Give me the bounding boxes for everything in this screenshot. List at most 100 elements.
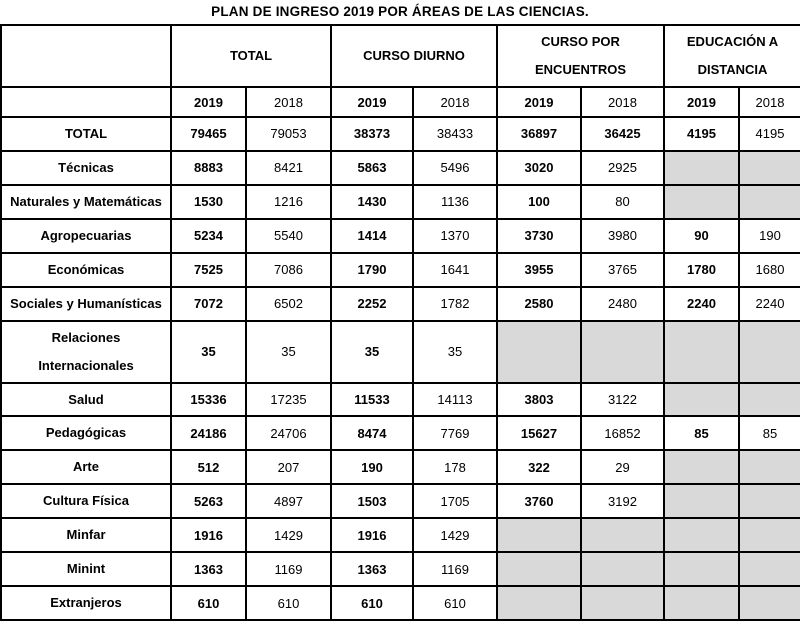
row-label: Arte (0, 449, 172, 486)
data-cell: 17235 (245, 381, 332, 418)
row-label: Naturales y Matemáticas (0, 183, 172, 220)
data-cell: 35 (330, 319, 414, 384)
data-cell: 1429 (412, 517, 498, 554)
empty-shaded-cell (738, 449, 800, 486)
row-label: Pedagógicas (0, 415, 172, 452)
data-cell: 2252 (330, 285, 414, 322)
year-header: 2018 (412, 86, 498, 118)
empty-shaded-cell (738, 149, 800, 186)
data-cell: 2240 (663, 285, 741, 322)
data-cell: 7072 (170, 285, 247, 322)
table-row: Minfar 1916 1429 1916 1429 (0, 517, 800, 554)
table-row: Pedagógicas 24186 24706 8474 7769 15627 16852 8… (0, 415, 800, 452)
data-cell: 38433 (412, 116, 498, 152)
data-cell: 1363 (330, 551, 414, 588)
data-cell: 8474 (330, 415, 414, 452)
data-cell: 36897 (496, 116, 582, 152)
data-cell: 1363 (170, 551, 247, 588)
data-cell: 36425 (579, 116, 666, 152)
data-cell: 1136 (412, 183, 498, 220)
data-cell: 610 (412, 585, 498, 622)
col-group-educacion-a-distancia: EDUCACIÓN A DISTANCIA (663, 24, 800, 88)
data-cell: 1430 (330, 183, 414, 220)
table-row: Cultura Física 5263 4897 1503 1705 3760 3192 (0, 483, 800, 520)
data-cell: 7525 (170, 251, 247, 288)
data-cell: 1680 (738, 251, 800, 288)
row-label: Sociales y Humanísticas (0, 285, 172, 322)
data-cell: 85 (738, 415, 800, 452)
table-row: Relaciones Internacionales 35 35 35 35 (0, 319, 800, 384)
year-header: 2018 (579, 86, 666, 118)
row-label: Técnicas (0, 149, 172, 186)
data-cell: 5263 (170, 483, 247, 520)
row-label: Minint (0, 551, 172, 588)
data-cell: 1916 (330, 517, 414, 554)
empty-shaded-cell (663, 551, 741, 588)
empty-shaded-cell (663, 483, 741, 520)
empty-shaded-cell (738, 483, 800, 520)
data-cell: 35 (245, 319, 332, 384)
group-header-row: TOTAL CURSO DIURNO CURSO POR ENCUENTROS … (0, 24, 800, 88)
row-label: Minfar (0, 517, 172, 554)
row-label: Agropecuarias (0, 217, 172, 254)
data-cell: 322 (496, 449, 582, 486)
data-cell: 1641 (412, 251, 498, 288)
data-cell: 16852 (579, 415, 666, 452)
table-row: Sociales y Humanísticas 7072 6502 2252 1782 2… (0, 285, 800, 322)
data-cell: 7769 (412, 415, 498, 452)
data-cell: 29 (579, 449, 666, 486)
empty-shaded-cell (663, 449, 741, 486)
data-cell: 79053 (245, 116, 332, 152)
empty-shaded-cell (663, 585, 741, 622)
data-cell: 3122 (579, 381, 666, 418)
data-cell: 2480 (579, 285, 666, 322)
data-cell: 610 (330, 585, 414, 622)
empty-shaded-cell (738, 183, 800, 220)
data-cell: 24706 (245, 415, 332, 452)
table-row: Minint 1363 1169 1363 1169 (0, 551, 800, 588)
data-cell: 207 (245, 449, 332, 486)
year-header: 2018 (738, 86, 800, 118)
data-cell: 1414 (330, 217, 414, 254)
row-label: Salud (0, 381, 172, 418)
empty-shaded-cell (663, 381, 741, 418)
data-cell: 1782 (412, 285, 498, 322)
data-cell: 190 (738, 217, 800, 254)
empty-shaded-cell (738, 551, 800, 588)
data-cell: 85 (663, 415, 741, 452)
data-cell: 6502 (245, 285, 332, 322)
data-cell: 610 (170, 585, 247, 622)
table-row: Técnicas 8883 8421 5863 5496 3020 2925 (0, 149, 800, 186)
table-title: PLAN DE INGRESO 2019 POR ÁREAS DE LAS CI… (211, 4, 589, 19)
empty-shaded-cell (579, 585, 666, 622)
data-cell: 1169 (245, 551, 332, 588)
corner-cell-top (0, 24, 172, 88)
data-cell: 3760 (496, 483, 582, 520)
row-label: TOTAL (0, 116, 172, 152)
empty-shaded-cell (496, 517, 582, 554)
data-cell: 1705 (412, 483, 498, 520)
table-body: TOTAL 79465 79053 38373 38433 36897 36425 4195 4… (0, 116, 800, 622)
year-header: 2019 (496, 86, 582, 118)
data-cell: 3765 (579, 251, 666, 288)
data-cell: 5540 (245, 217, 332, 254)
table-row: Naturales y Matemáticas 1530 1216 1430 1136 1… (0, 183, 800, 220)
empty-shaded-cell (496, 585, 582, 622)
table-row: TOTAL 79465 79053 38373 38433 36897 36425 4195 4… (0, 116, 800, 152)
empty-shaded-cell (738, 517, 800, 554)
col-group-total: TOTAL (170, 24, 332, 88)
data-cell: 1169 (412, 551, 498, 588)
table-row: Agropecuarias 5234 5540 1414 1370 3730 3980 90 1… (0, 217, 800, 254)
data-cell: 2580 (496, 285, 582, 322)
data-cell: 35 (170, 319, 247, 384)
col-group-curso-por-encuentros: CURSO POR ENCUENTROS (495, 24, 666, 88)
data-cell: 5863 (330, 149, 414, 186)
data-cell: 610 (245, 585, 332, 622)
data-cell: 4195 (663, 116, 741, 152)
data-cell: 11533 (330, 381, 414, 418)
empty-shaded-cell (738, 381, 800, 418)
data-cell: 512 (170, 449, 247, 486)
row-label: Extranjeros (0, 585, 172, 622)
data-cell: 35 (412, 319, 498, 384)
